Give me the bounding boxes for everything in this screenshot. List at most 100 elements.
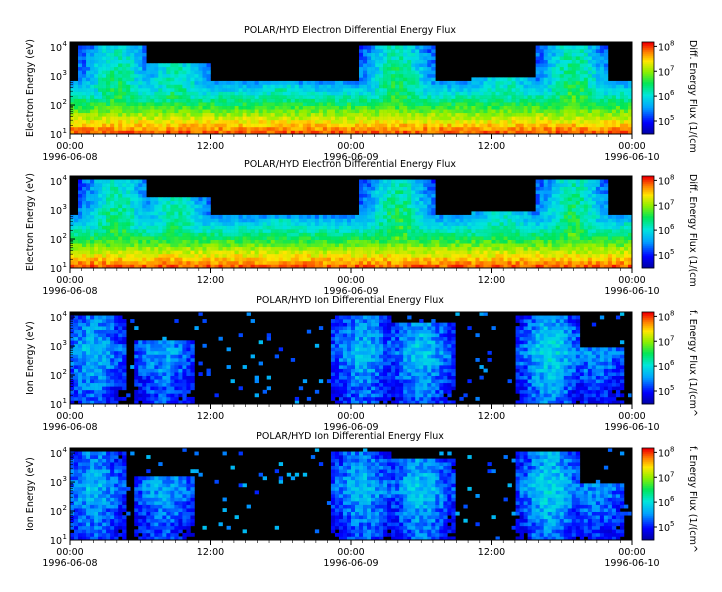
- spectrogram-cell: [218, 253, 223, 258]
- spectrogram-cell: [78, 257, 83, 262]
- spectrogram-cell: [387, 84, 392, 89]
- spectrogram-cell: [210, 116, 215, 121]
- spectrogram-cell: [363, 45, 368, 50]
- spectrogram-cell: [270, 119, 276, 124]
- spectrogram-cell: [379, 126, 384, 131]
- spectrogram-cell: [346, 116, 352, 121]
- spectrogram-cell: [371, 63, 376, 68]
- spectrogram-cell: [342, 260, 348, 265]
- spectrogram-cell: [90, 63, 95, 68]
- spectrogram-cell: [391, 183, 396, 187]
- spectrogram-cell: [194, 264, 199, 269]
- spectrogram-cell: [391, 102, 396, 106]
- spectrogram-cell: [138, 207, 143, 212]
- spectrogram-cell: [543, 66, 548, 71]
- spectrogram-cell: [435, 222, 440, 226]
- spectrogram-cell: [591, 84, 597, 89]
- spectrogram-cell: [359, 200, 364, 205]
- spectrogram-cell: [318, 253, 324, 258]
- spectrogram-cell: [146, 260, 151, 265]
- spectrogram-cell: [483, 116, 488, 121]
- spectrogram-cell: [571, 56, 577, 60]
- spectrogram-cell: [547, 88, 553, 92]
- spectrogram-cell: [463, 84, 468, 89]
- colorbar-step: [642, 72, 654, 75]
- spectrogram-cell: [455, 130, 460, 135]
- spectrogram-cell: [595, 80, 601, 85]
- spectrogram-cell: [318, 126, 324, 131]
- spectrogram-cell: [294, 222, 300, 226]
- spectrogram-cell: [403, 214, 408, 219]
- spectrogram-cell: [443, 246, 448, 251]
- spectrogram-cell: [342, 130, 348, 135]
- spectrogram-cell: [419, 200, 424, 205]
- spectrogram-cell: [218, 98, 223, 103]
- spectrogram-cell: [523, 95, 528, 99]
- spectrogram-cell: [419, 253, 424, 258]
- spectrogram-cell: [282, 253, 288, 258]
- spectrogram-cell: [355, 116, 360, 121]
- spectrogram-cell: [78, 253, 83, 258]
- spectrogram-cell: [455, 222, 460, 226]
- y-tick-exponent: 1: [63, 127, 67, 135]
- spectrogram-cell: [487, 246, 492, 251]
- spectrogram-cell: [254, 253, 259, 258]
- spectrogram-cell: [371, 186, 376, 191]
- spectrogram-cell: [495, 260, 500, 265]
- spectrogram-cell: [274, 236, 280, 240]
- spectrogram-cell: [138, 112, 143, 117]
- spectrogram-cell: [371, 80, 376, 85]
- spectrogram-cell: [338, 236, 344, 240]
- spectrogram-cell: [611, 88, 617, 92]
- spectrogram-cell: [439, 250, 444, 255]
- spectrogram-cell: [487, 91, 492, 96]
- spectrogram-cell: [306, 109, 312, 114]
- spectrogram-cell: [222, 84, 227, 89]
- spectrogram-cell: [70, 218, 75, 223]
- spectrogram-cell: [415, 123, 420, 128]
- spectrogram-cell: [182, 246, 187, 251]
- spectrogram-cell: [495, 236, 500, 240]
- spectrogram-cell: [439, 123, 444, 128]
- spectrogram-cell: [74, 130, 79, 135]
- spectrogram-cell: [218, 222, 223, 226]
- spectrogram-cell: [475, 218, 480, 223]
- spectrogram-cell: [399, 200, 404, 205]
- spectrogram-cell: [399, 130, 404, 135]
- spectrogram-cell: [583, 116, 589, 121]
- spectrogram-cell: [142, 204, 147, 209]
- spectrogram-cell: [355, 98, 360, 103]
- spectrogram-cell: [559, 123, 565, 128]
- spectrogram-cell: [146, 246, 151, 251]
- spectrogram-cell: [82, 56, 87, 60]
- spectrogram-cell: [555, 63, 561, 68]
- spectrogram-cell: [387, 77, 392, 82]
- spectrogram-cell: [186, 264, 191, 269]
- spectrogram-cell: [178, 200, 183, 205]
- spectrogram-cell: [114, 222, 119, 226]
- spectrogram-cell: [194, 229, 199, 233]
- spectrogram-cell: [367, 63, 372, 68]
- spectrogram-cell: [330, 229, 336, 233]
- spectrogram-cell: [106, 239, 111, 244]
- spectrogram-cell: [423, 63, 428, 68]
- spectrogram-cell: [254, 116, 259, 121]
- spectrogram-cell: [395, 126, 400, 131]
- colorbar-step: [642, 124, 654, 127]
- spectrogram-cell: [491, 91, 496, 96]
- spectrogram-cell: [70, 232, 75, 237]
- spectrogram-cell: [447, 232, 452, 237]
- spectrogram-cell: [330, 105, 336, 110]
- spectrogram-cell: [126, 126, 131, 131]
- spectrogram-cell: [459, 84, 464, 89]
- spectrogram-cell: [86, 77, 91, 82]
- spectrogram-cell: [423, 59, 428, 64]
- spectrogram-cell: [198, 116, 203, 121]
- spectrogram-cell: [539, 123, 544, 128]
- spectrogram-cell: [238, 229, 243, 233]
- x-tick-date: 1996-06-10: [604, 152, 659, 163]
- spectrogram-cell: [122, 225, 127, 230]
- spectrogram-cell: [383, 63, 388, 68]
- spectrogram-cell: [130, 77, 135, 82]
